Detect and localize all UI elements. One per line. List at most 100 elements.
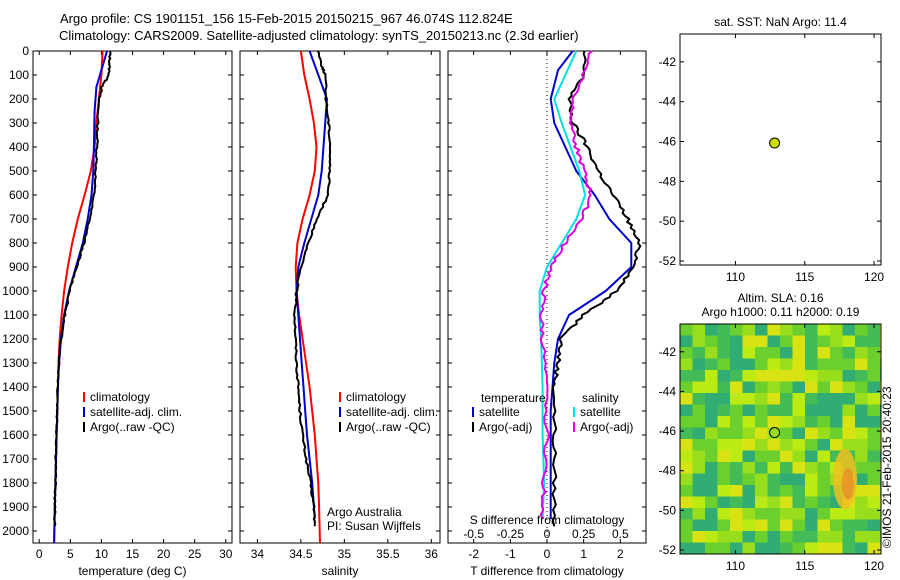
sla-heatmap-cell [755,416,768,428]
sst-lat-ytick-label: -50 [659,214,677,228]
sla-heatmap-cell [867,519,880,531]
sla-lat-ytick-label: -52 [659,543,677,557]
sla-heatmap-cell [767,416,780,428]
sla-heatmap-cell [767,381,780,393]
sla-heatmap-cell [792,450,805,462]
sla-heatmap-cell [855,324,868,336]
sst-lat-ytick-label: -44 [659,95,677,109]
sla-heatmap-cell [780,347,793,359]
temperature-line-2 [53,50,112,527]
sla-heatmap-cell [755,473,768,485]
sla-heatmap-cell [705,370,718,382]
sla-heatmap-cell [692,427,705,439]
sla-heatmap-cell [692,485,705,497]
temperature-xtick-label: 15 [126,547,140,561]
temperature-axis-label: temperature (deg C) [78,564,186,578]
temperature-xtick-label: 20 [157,547,171,561]
sla-heatmap-cell [780,335,793,347]
sla-heatmap-cell [867,473,880,485]
sla-heatmap-cell [817,496,830,508]
difference-salinity-legend-label: satellite [580,405,621,419]
sla-heatmap-cell [742,370,755,382]
sla-heatmap-cell [692,393,705,405]
sla-heatmap-cell [830,335,843,347]
salinity-difference-tick-label: -0.25 [497,527,525,541]
salinity-line-1 [295,50,328,520]
sla-heatmap-cell [717,519,730,531]
sla-heatmap-cell [817,381,830,393]
sla-heatmap-cell [792,462,805,474]
sla-heatmap-cell [692,324,705,336]
sla-heatmap-cell [680,439,693,451]
sla-heatmap-cell [680,496,693,508]
sla-heatmap-cell [742,450,755,462]
sla-heatmap-cell [780,393,793,405]
sla-map-subtitle: Argo h1000: 0.11 h2000: 0.19 [702,305,860,319]
sla-heatmap-cell [817,347,830,359]
sla-heatmap-cell [792,519,805,531]
sla-heatmap-cell [830,393,843,405]
depth-ytick-label: 1000 [2,284,29,298]
sla-heatmap-cell [705,519,718,531]
sla-heatmap-cell [680,358,693,370]
sla-heatmap-cell [717,416,730,428]
temperature-xtick-label: 5 [67,547,74,561]
depth-ytick-label: 1100 [3,308,29,322]
sla-heatmap-cell [867,439,880,451]
depth-ytick-label: 1900 [2,500,29,514]
difference-line-0 [549,50,633,519]
sla-heatmap-cell [805,462,818,474]
sla-lat-ytick-label: -46 [659,424,677,438]
sla-heatmap-cell [792,381,805,393]
sla-heatmap-cell [780,462,793,474]
sla-heatmap-cell [692,508,705,520]
sla-heatmap-cell [867,427,880,439]
sla-heatmap-cell [742,347,755,359]
sla-heatmap-cell [742,462,755,474]
sla-heatmap-cell [730,358,743,370]
sla-heatmap-cell [730,416,743,428]
sla-heatmap-cell [705,404,718,416]
salinity-xtick-label: 35.5 [376,547,400,561]
title-line-2: Climatology: CARS2009. Satellite-adjuste… [59,28,579,43]
sla-heatmap-cell [805,450,818,462]
sla-heatmap-cell [855,473,868,485]
sla-heatmap-cell [855,381,868,393]
sla-heatmap-cell [755,324,768,336]
sla-heatmap-cell [780,473,793,485]
sla-heatmap-cell [692,335,705,347]
sla-heatmap-cell [855,519,868,531]
sla-heatmap-cell [680,542,693,554]
sla-heatmap-cell [692,473,705,485]
difference-temperature-legend-label: satellite [479,405,520,419]
sla-heatmap-cell [692,381,705,393]
sla-heatmap-cell [817,531,830,543]
sla-heatmap-cell [692,358,705,370]
sla-heatmap-cell [805,370,818,382]
sla-heatmap-cell [767,404,780,416]
difference-xtick-label: 1 [580,547,587,561]
sla-heatmap-cell [705,393,718,405]
sla-heatmap-cell [867,370,880,382]
sla-heatmap-cell [792,404,805,416]
depth-ytick-label: 500 [9,164,29,178]
sla-heatmap-cell [780,519,793,531]
sla-heatmap-cell [792,416,805,428]
sla-heatmap-cell [705,450,718,462]
sla-lat-ytick-label: -44 [659,384,677,398]
sla-heatmap-cell [867,542,880,554]
sla-heatmap-cell [680,335,693,347]
sla-heatmap-cell [755,531,768,543]
sla-heatmap-cell [855,393,868,405]
sla-heatmap-cell [717,324,730,336]
sla-heatmap-cell [730,473,743,485]
temperature-panel: 0100200300400500600700800900100011001200… [2,44,232,578]
sla-heatmap-cell [742,416,755,428]
sla-heatmap-cell [755,370,768,382]
salinity-xtick-label: 35 [338,547,352,561]
sla-heatmap-cell [805,508,818,520]
sla-heatmap-cell [755,335,768,347]
sla-heatmap-cell [717,370,730,382]
sla-heatmap-cell [830,427,843,439]
temperature-xtick-label: 25 [188,547,202,561]
